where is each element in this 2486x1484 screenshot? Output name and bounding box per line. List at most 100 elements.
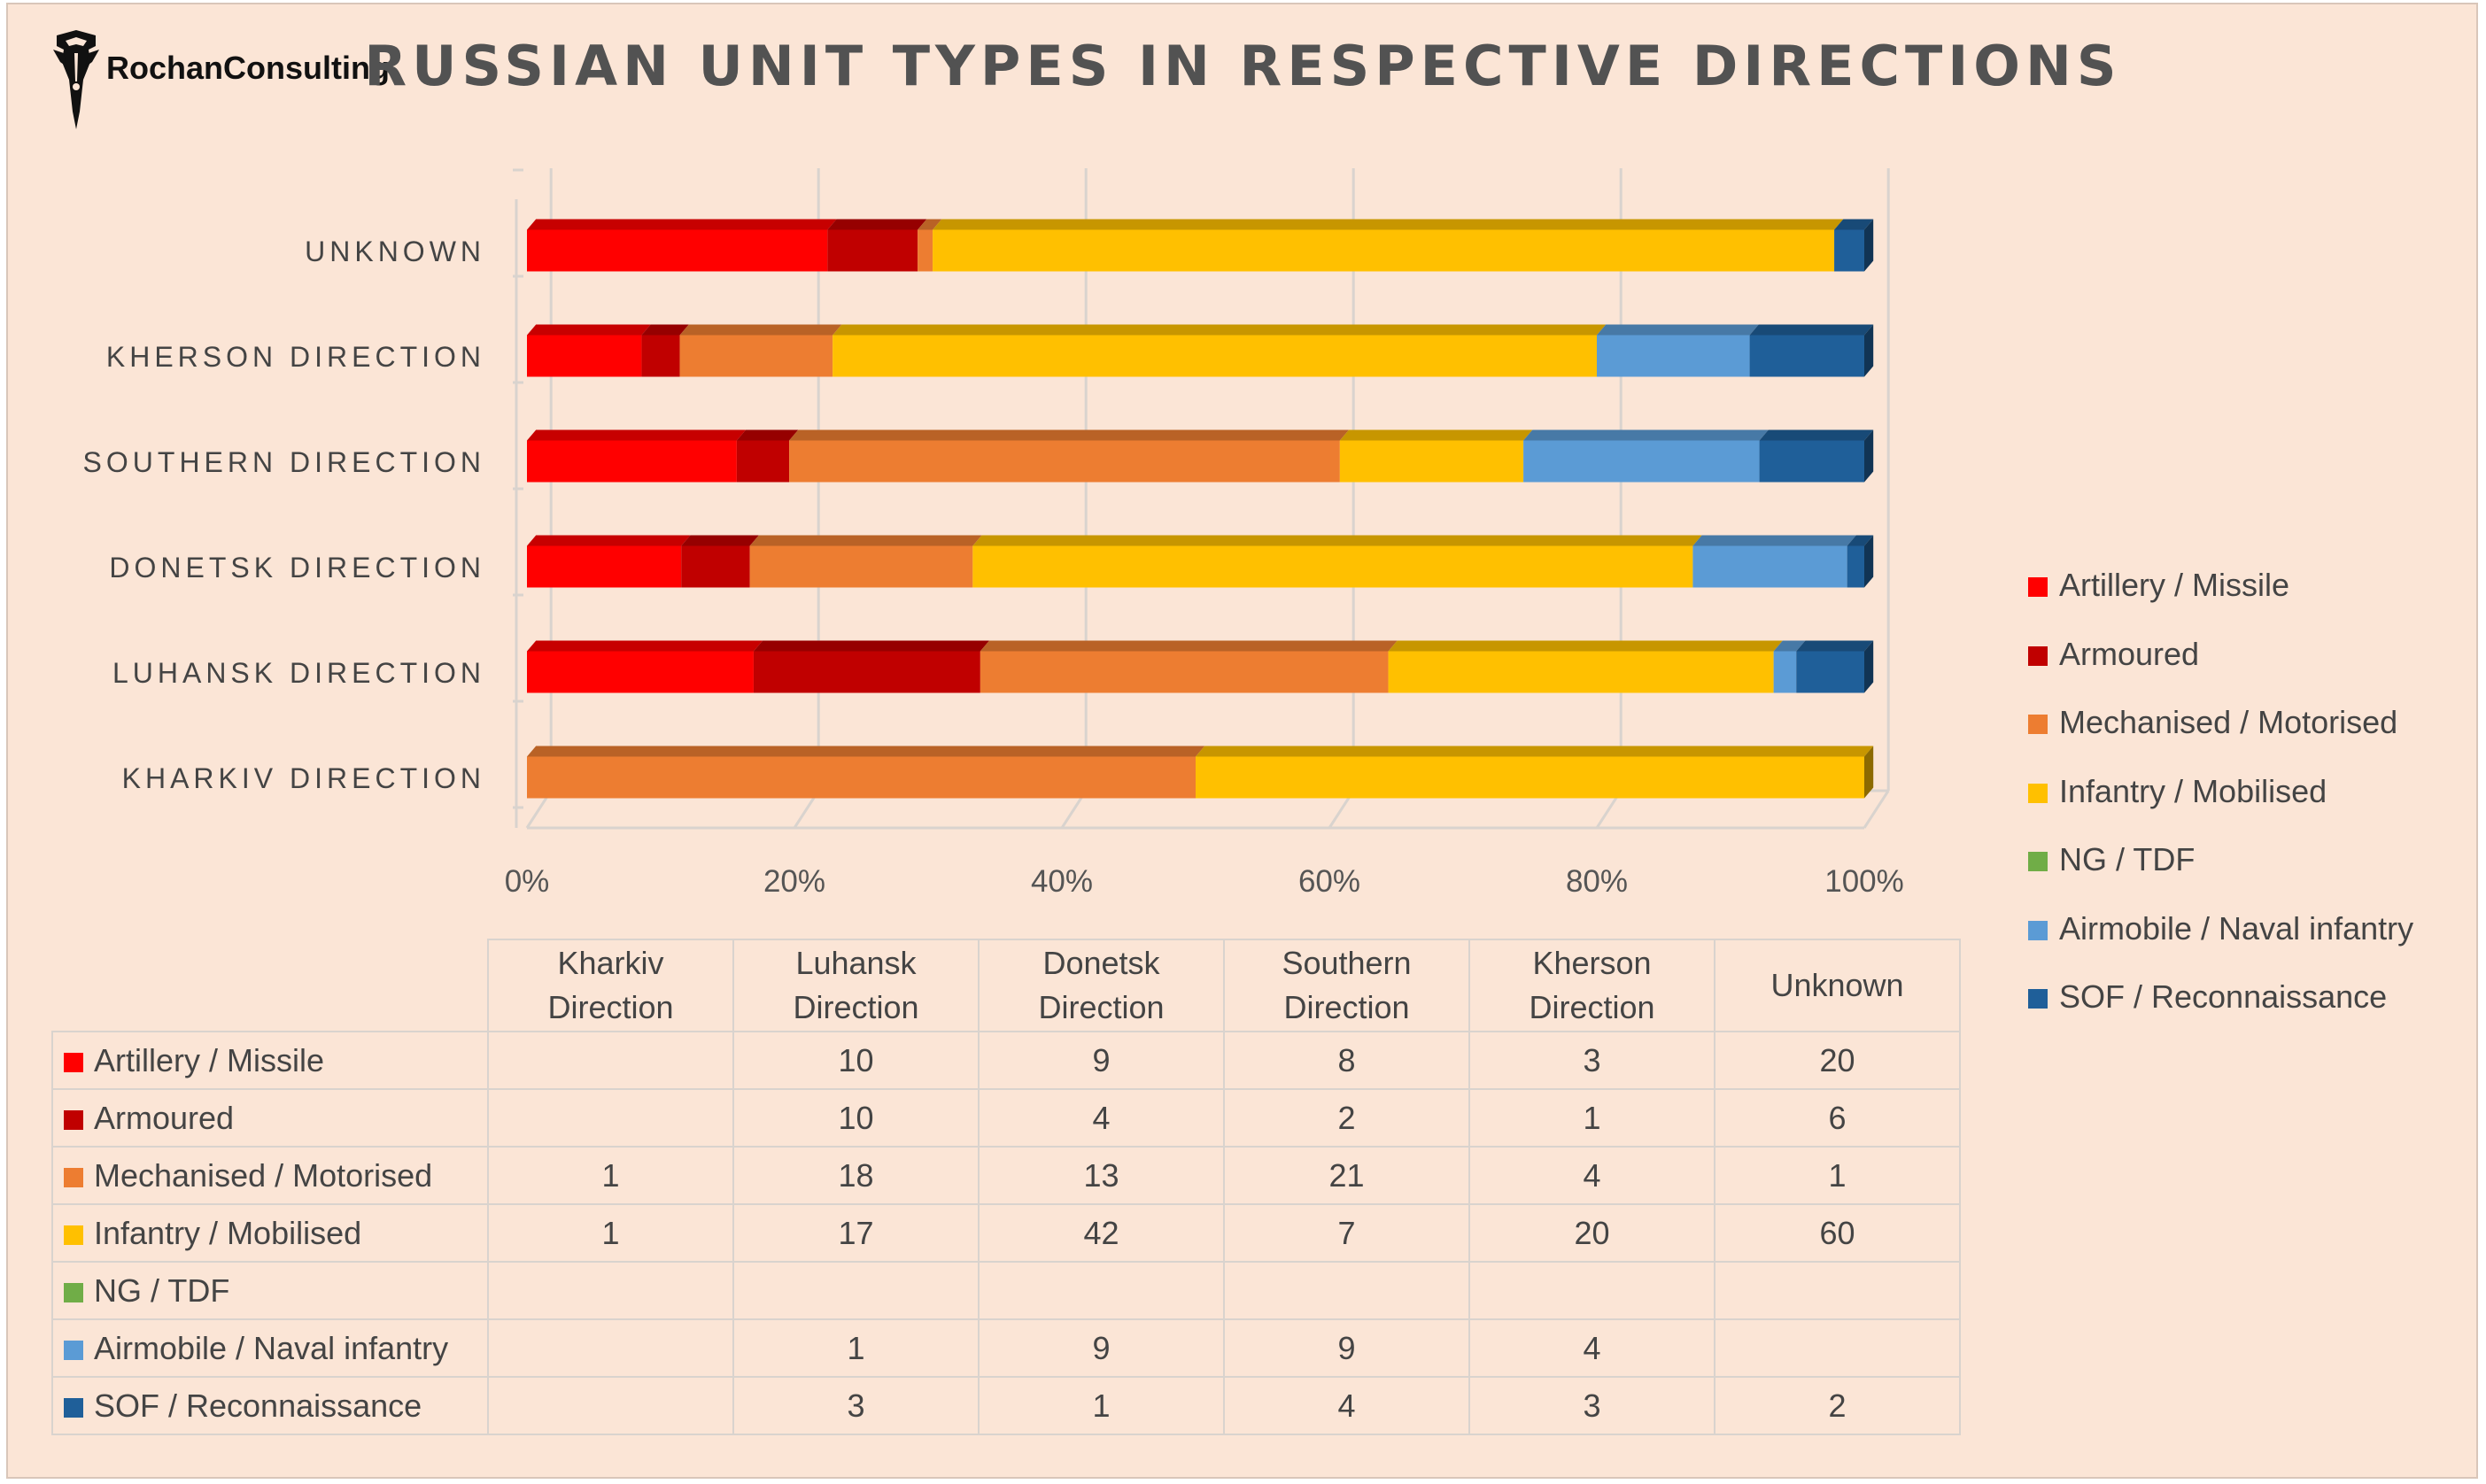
bar-segment: [527, 219, 837, 272]
bar-segment-top: [1773, 640, 1806, 652]
table-cell: 20: [1468, 1203, 1715, 1263]
bar-segment-top: [1692, 535, 1856, 546]
bar-segment: [933, 219, 1844, 272]
bar-segment-front: [1834, 229, 1864, 272]
table-row-label: Armoured: [51, 1088, 489, 1148]
data-table: Kharkiv Direction Luhansk Direction Donetsk D…: [51, 939, 1961, 1435]
bar-segment-top: [1597, 324, 1759, 336]
bar-segment-top: [1388, 640, 1783, 652]
chart-title: RUSSIAN UNIT TYPES IN RESPECTIVE DIRECTI…: [364, 34, 2122, 98]
category-label: LUHANSK DIRECTION: [112, 657, 485, 689]
table-column-header: Luhansk Direction: [732, 939, 980, 1032]
logo-text: RochanConsulting: [106, 50, 390, 86]
legend-item: SOF / Reconnaissance: [2028, 978, 2413, 1047]
table-cell: [1468, 1261, 1715, 1320]
table-cell: 4: [1223, 1376, 1470, 1435]
bar-segment: [833, 324, 1607, 377]
table-cell: 2: [1714, 1376, 1961, 1435]
legend-label: Airmobile / Naval infantry: [2059, 909, 2414, 947]
table-cell: 1: [487, 1146, 734, 1205]
table-cell: 4: [1468, 1318, 1715, 1378]
bar-segment-top: [1796, 640, 1874, 652]
legend-swatch: [2028, 715, 2048, 734]
legend: Artillery / Missile Armoured Mechanised / …: [2028, 567, 2413, 1047]
legend-swatch: [2028, 577, 2048, 597]
table-cell: 1: [487, 1203, 734, 1263]
bar-segment-top: [749, 535, 982, 546]
legend-swatch: [2028, 920, 2048, 940]
legend-label: Mechanised / Motorised: [2059, 704, 2398, 740]
bar-segment-top: [918, 219, 942, 230]
table-cell: 1: [732, 1318, 980, 1378]
bar-segment-front: [736, 440, 790, 483]
table-row: Infantry / Mobilised 1 17 42 7 20 60: [51, 1203, 1961, 1263]
bar-segment-front: [1523, 440, 1760, 483]
row-legend-swatch: [64, 1109, 83, 1130]
bar-segment: [527, 324, 651, 377]
x-tick-label: 60%: [1298, 864, 1360, 899]
table-cell: 9: [978, 1031, 1225, 1090]
table-row: Airmobile / Naval infantry 1 9 9 4: [51, 1318, 1961, 1378]
category-label: UNKNOWN: [305, 236, 485, 267]
table-row-label: NG / TDF: [51, 1261, 489, 1320]
table-row-label: Infantry / Mobilised: [51, 1203, 489, 1263]
bar-segment-top: [527, 429, 747, 441]
table-cell: [1714, 1318, 1961, 1378]
bar-segment-front: [1847, 545, 1864, 588]
bar-segment-top: [1749, 324, 1874, 336]
bar-segment-front: [527, 756, 1196, 799]
bar-segment-top: [1759, 429, 1874, 441]
bar-segment-top: [736, 429, 799, 441]
bar-segment-front: [527, 335, 642, 377]
table-cell: 1: [978, 1376, 1225, 1435]
category-labels: KHARKIV DIRECTION LUHANSK DIRECTION DONETS…: [83, 236, 485, 794]
bar-segment-front: [527, 229, 828, 272]
bar-end-face: [1864, 746, 1874, 799]
legend-swatch: [2028, 852, 2048, 871]
bar-segment-front: [1597, 335, 1750, 377]
legend-item: Infantry / Mobilised: [2028, 773, 2413, 842]
table-cell: 42: [978, 1203, 1225, 1263]
bar-segment-top: [1339, 429, 1533, 441]
bar-segment: [1523, 429, 1769, 483]
bar-segment-top: [753, 640, 990, 652]
legend-label: NG / TDF: [2059, 841, 2196, 877]
bar-segment-front: [789, 440, 1340, 483]
legend-swatch: [2028, 645, 2048, 666]
bar-segment-top: [681, 535, 759, 546]
bar-segment: [1834, 219, 1874, 272]
table-cell: 21: [1223, 1146, 1470, 1205]
table-cell: 3: [1468, 1376, 1715, 1435]
table-cell: 7: [1223, 1203, 1470, 1263]
bar-segment-top: [527, 535, 691, 546]
bar-segment-front: [918, 229, 933, 272]
table-cell: 13: [978, 1146, 1225, 1205]
bar-segment-front: [681, 545, 750, 588]
bar-end-face: [1864, 429, 1874, 483]
bar-segment: [827, 219, 927, 272]
table-row-label: Artillery / Missile: [51, 1031, 489, 1090]
bar-segment-top: [1196, 746, 1874, 757]
bar-segment-top: [827, 219, 927, 230]
table-cell: 3: [1468, 1031, 1715, 1090]
bars: [527, 219, 1874, 799]
row-legend-swatch: [64, 1340, 83, 1360]
bar-segment: [527, 429, 747, 483]
bar-segment-front: [980, 651, 1389, 693]
bar-segment-front: [1759, 440, 1864, 483]
bar-segment-front: [527, 651, 754, 693]
bar-segment: [1692, 535, 1856, 588]
legend-label: SOF / Reconnaissance: [2059, 978, 2388, 1015]
table-cell: 10: [732, 1031, 980, 1090]
bar-segment-top: [789, 429, 1350, 441]
bar-segment-front: [1692, 545, 1847, 588]
bar-chart: KHARKIV DIRECTION LUHANSK DIRECTION DONETS…: [83, 168, 1904, 899]
row-legend-swatch: [64, 1052, 83, 1072]
bar-segment: [918, 219, 942, 272]
x-tick-label: 100%: [1824, 864, 1904, 899]
bar-segment: [980, 640, 1398, 693]
table-row: Artillery / Missile 10 9 8 3 20: [51, 1031, 1961, 1090]
table-row-label: Mechanised / Motorised: [51, 1146, 489, 1205]
bar-segment: [679, 324, 842, 377]
table-row: NG / TDF: [51, 1261, 1961, 1320]
